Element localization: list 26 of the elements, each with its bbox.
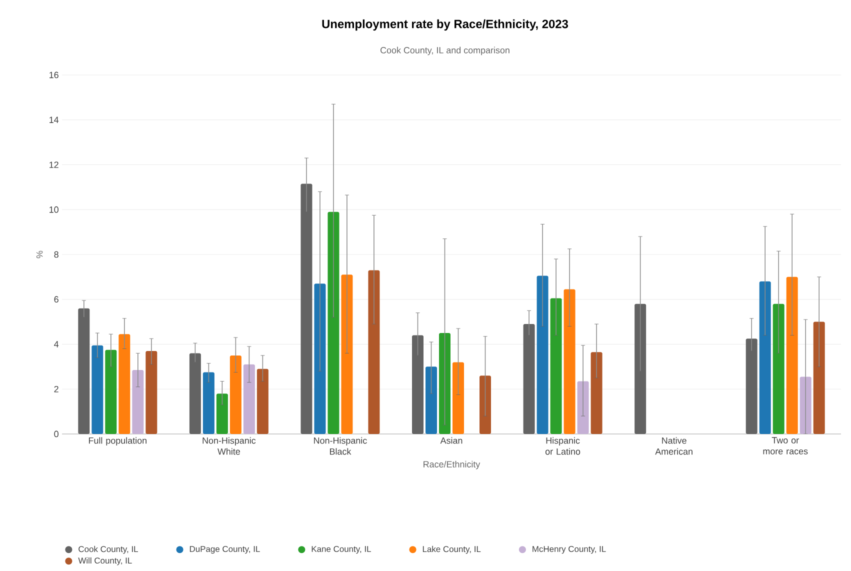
x-tick-label: Full population (88, 437, 146, 446)
y-tick-label: 8 (54, 251, 58, 258)
y-tick-label: 12 (50, 162, 58, 168)
legend-label: DuPage County, IL (190, 546, 260, 554)
y-tick-label: 4 (54, 341, 59, 348)
y-axis-title: % (36, 250, 43, 258)
x-axis-title: Race/Ethnicity (424, 460, 480, 470)
y-tick-label: 2 (54, 386, 58, 392)
y-tick-label: 0 (54, 430, 58, 438)
legend-label: McHenry County, IL (532, 546, 606, 554)
x-tick-label: Two or more races (763, 437, 808, 454)
x-tick-label: Non-Hispanic White (202, 437, 256, 455)
legend-label: Will County, IL (78, 557, 132, 566)
y-tick-label: 16 (50, 72, 58, 78)
y-tick-label: 14 (50, 116, 59, 123)
legend-label: Cook County, IL (78, 546, 138, 554)
legend-label: Lake County, IL (422, 546, 481, 554)
x-tick-label: Hispanic or Latino (545, 437, 580, 455)
x-tick-label: Asian (440, 437, 462, 444)
x-tick-label: Native American (655, 437, 692, 455)
chart-subtitle: Cook County, IL and comparison (380, 46, 510, 56)
y-tick-label: 10 (50, 206, 58, 213)
legend-label: Kane County, IL (312, 546, 371, 554)
x-tick-label: Non-Hispanic Black (314, 437, 367, 455)
chart-title: Unemployment rate by Race/Ethnicity, 2023 (322, 19, 568, 31)
y-tick-label: 6 (54, 296, 58, 303)
